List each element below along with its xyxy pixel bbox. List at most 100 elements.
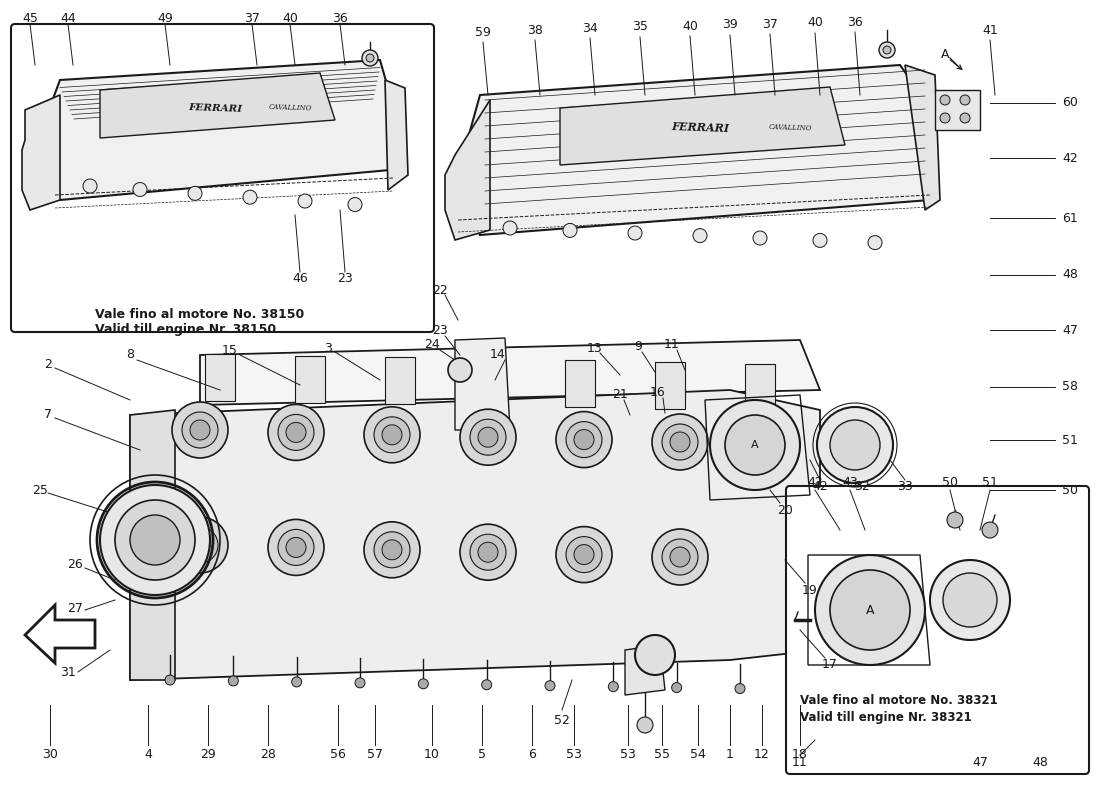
Circle shape [830,420,880,470]
Circle shape [229,676,239,686]
Text: 49: 49 [157,11,173,25]
Text: 11: 11 [664,338,680,351]
Text: 47: 47 [1063,323,1078,337]
Text: CAVALLINO: CAVALLINO [268,103,311,113]
Text: 2: 2 [44,358,52,371]
Text: 27: 27 [67,602,82,614]
Text: 52: 52 [554,714,570,726]
Circle shape [165,675,175,685]
Text: 37: 37 [244,11,260,25]
Circle shape [930,560,1010,640]
Circle shape [172,402,228,458]
Circle shape [563,223,578,238]
Circle shape [940,95,950,105]
Polygon shape [130,390,820,680]
Text: FERRARI: FERRARI [671,122,729,134]
Text: 50: 50 [942,477,958,490]
Text: 23: 23 [432,323,448,337]
Text: 25: 25 [32,483,48,497]
Text: 54: 54 [690,749,706,762]
Text: eurospares: eurospares [195,475,365,505]
Circle shape [652,529,708,585]
Circle shape [364,406,420,462]
Text: Valid till engine Nr. 38150: Valid till engine Nr. 38150 [95,323,276,337]
Circle shape [382,425,402,445]
Text: 40: 40 [682,19,697,33]
Circle shape [628,226,642,240]
Polygon shape [385,358,415,404]
Text: 60: 60 [1063,97,1078,110]
Text: 17: 17 [822,658,838,671]
Circle shape [608,682,618,692]
Circle shape [355,678,365,688]
Text: 40: 40 [282,11,298,25]
Circle shape [268,519,324,575]
Text: 42: 42 [1063,151,1078,165]
Circle shape [662,424,698,460]
Text: 20: 20 [777,503,793,517]
Polygon shape [745,364,776,410]
Polygon shape [130,410,175,680]
Circle shape [637,717,653,733]
Polygon shape [905,65,940,210]
Text: Vale fino al motore No. 38321: Vale fino al motore No. 38321 [800,694,998,706]
Circle shape [693,229,707,242]
Circle shape [960,113,970,123]
Circle shape [366,54,374,62]
Circle shape [960,95,970,105]
Text: A: A [751,440,759,450]
Text: 51: 51 [1063,434,1078,446]
Circle shape [133,182,147,197]
Polygon shape [295,356,324,402]
Circle shape [478,427,498,447]
Text: 51: 51 [982,477,998,490]
Circle shape [292,677,301,687]
Text: 44: 44 [60,11,76,25]
Circle shape [478,542,498,562]
Circle shape [482,680,492,690]
Polygon shape [654,362,685,409]
Text: eurospares: eurospares [535,515,705,545]
Circle shape [470,419,506,455]
Polygon shape [200,340,820,405]
Circle shape [940,113,950,123]
Text: 1: 1 [726,749,734,762]
Text: 43: 43 [843,477,858,490]
Circle shape [574,430,594,450]
Polygon shape [455,338,510,430]
Polygon shape [25,605,95,663]
Text: 19: 19 [802,583,818,597]
Text: 33: 33 [898,481,913,494]
Circle shape [813,234,827,247]
Polygon shape [565,361,595,407]
Text: 48: 48 [1032,755,1048,769]
Circle shape [652,414,708,470]
FancyBboxPatch shape [786,486,1089,774]
Circle shape [879,42,895,58]
Text: 31: 31 [60,666,76,678]
Polygon shape [625,645,666,695]
Circle shape [670,432,690,452]
Text: 21: 21 [612,389,628,402]
Circle shape [172,517,228,573]
Circle shape [130,515,180,565]
Text: 42: 42 [807,477,823,490]
Circle shape [556,526,612,582]
Circle shape [710,400,800,490]
Text: 58: 58 [1062,381,1078,394]
Circle shape [556,411,612,467]
Text: 53: 53 [620,749,636,762]
Circle shape [672,682,682,693]
Text: 50: 50 [1062,483,1078,497]
Circle shape [725,415,785,475]
FancyBboxPatch shape [11,24,434,332]
Polygon shape [560,87,845,165]
Circle shape [460,524,516,580]
Circle shape [190,535,210,555]
Text: 56: 56 [330,749,345,762]
Polygon shape [385,80,408,190]
Circle shape [817,407,893,483]
Bar [935,90,980,130]
Text: 13: 13 [587,342,603,354]
Text: 4: 4 [144,749,152,762]
